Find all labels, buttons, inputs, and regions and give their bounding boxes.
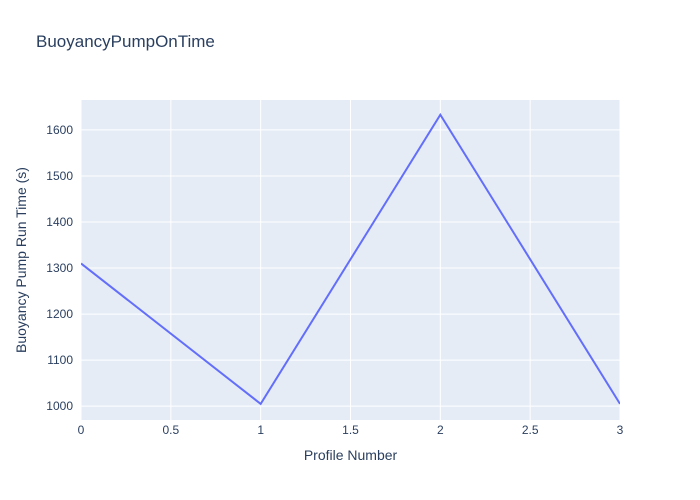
y-tick-label: 1300	[46, 261, 73, 276]
plot-area[interactable]	[81, 100, 620, 420]
x-tick-label: 0.5	[162, 423, 180, 437]
x-tick-label: 2	[436, 423, 444, 437]
x-tick-label: 0	[77, 423, 85, 437]
y-axis-title: Buoyancy Pump Run Time (s)	[13, 167, 29, 353]
x-tick-label: 3	[616, 423, 624, 437]
x-tick-label: 1	[257, 423, 264, 437]
y-tick-label: 1200	[46, 307, 73, 322]
x-axis-title: Profile Number	[303, 447, 398, 463]
line-series-svg[interactable]	[81, 100, 620, 420]
chart-title: BuoyancyPumpOnTime	[36, 32, 215, 51]
y-tick-label: 1400	[46, 215, 73, 229]
data-line[interactable]	[81, 112, 620, 406]
y-tick-label: 1500	[46, 168, 73, 183]
x-tick-label: 2.5	[521, 423, 539, 437]
y-tick-label: 1000	[46, 399, 73, 414]
y-tick-label: 1600	[46, 122, 73, 137]
y-tick-label: 1100	[47, 353, 73, 368]
x-tick-label: 1.5	[342, 423, 359, 437]
